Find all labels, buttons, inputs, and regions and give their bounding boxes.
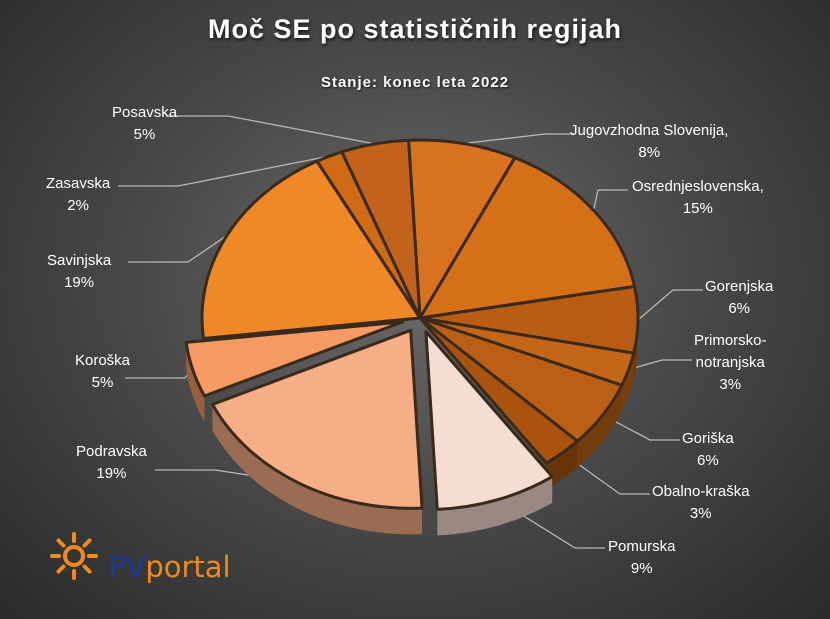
logo-wordmark: PVportal [108, 552, 231, 582]
label-jugovzhodna-pct: 8% [638, 144, 661, 161]
chart-subtitle: Stanje: konec leta 2022 [320, 74, 510, 91]
label-primorsko-name-1: Primorsko- [694, 332, 767, 349]
leader-line [562, 452, 650, 495]
label-posavska-name: Posavska [112, 104, 178, 121]
label-koroska-name: Koroška [75, 352, 131, 369]
label-podravska-name: Podravska [76, 443, 147, 460]
label-zasavska-name: Zasavska [46, 175, 111, 192]
leader-line [637, 289, 703, 321]
label-pomurska-pct: 9% [630, 560, 653, 577]
label-pomurska-name: Pomurska [608, 538, 676, 555]
pvportal-logo: PVportal [50, 532, 240, 582]
pie-slice [418, 156, 637, 320]
pie-slice [210, 328, 424, 510]
leader-line [125, 369, 194, 379]
leader-line [602, 414, 680, 441]
label-podravska: Podravska 19% [76, 441, 147, 485]
leader-line [628, 359, 692, 371]
leader-line [593, 189, 628, 211]
label-podravska-pct: 19% [96, 465, 127, 482]
leader-line [128, 234, 228, 263]
label-goriska: Goriška 6% [682, 428, 734, 472]
pie-slice [184, 320, 405, 398]
pie-slice [407, 138, 517, 320]
pie-slice-side [186, 342, 205, 422]
label-osrednjeslovenska: Osrednjeslovenska, 15% [632, 176, 764, 220]
label-koroska: Koroška 5% [75, 350, 130, 394]
pie-slice-side [212, 404, 423, 535]
label-pomurska: Pomurska 9% [608, 536, 676, 580]
pie-slice [424, 330, 554, 511]
label-goriska-name: Goriška [682, 430, 734, 447]
pie-slices [184, 138, 640, 536]
label-gorenjska: Gorenjska 6% [705, 276, 773, 320]
label-osrednjeslovenska-name: Osrednjeslovenska, [632, 178, 764, 195]
logo-pv: PV [108, 550, 146, 584]
label-jugovzhodna: Jugovzhodna Slovenija, 8% [570, 120, 728, 164]
pie-slice [418, 316, 579, 465]
leader-line [463, 133, 575, 145]
label-koroska-pct: 5% [91, 374, 114, 391]
label-posavska-pct: 5% [133, 126, 156, 143]
pie-slice [200, 159, 422, 340]
label-goriska-pct: 6% [697, 452, 719, 469]
label-gorenjska-pct: 6% [728, 300, 751, 317]
label-savinjska-pct: 19% [64, 274, 95, 291]
label-zasavska: Zasavska 2% [46, 173, 110, 217]
label-primorsko-pct: 3% [719, 376, 742, 393]
label-jugovzhodna-name: Jugovzhodna Slovenija, [570, 122, 729, 139]
logo-portal: portal [145, 550, 231, 584]
leader-line [168, 115, 375, 145]
label-obalno-kraska: Obalno-kraška 3% [652, 481, 750, 525]
label-gorenjska-name: Gorenjska [705, 278, 774, 295]
label-primorsko-notranjska: Primorsko- notranjska 3% [694, 330, 767, 396]
label-obalno-pct: 3% [689, 505, 712, 522]
label-obalno-name: Obalno-kraška [652, 483, 750, 500]
pie-slice [340, 138, 422, 320]
pie-slice-side [546, 441, 578, 490]
label-primorsko-name-2: notranjska [695, 354, 765, 371]
label-savinjska: Savinjska 19% [47, 250, 111, 294]
leader-line [118, 155, 330, 187]
label-zasavska-pct: 2% [67, 197, 89, 214]
sun-icon [50, 532, 98, 580]
label-posavska: Posavska 5% [112, 102, 177, 146]
chart-title: Moč SE po statističnih regijah [207, 14, 623, 44]
label-osrednjeslovenska-pct: 15% [682, 200, 713, 217]
label-savinjska-name: Savinjska [47, 252, 112, 269]
